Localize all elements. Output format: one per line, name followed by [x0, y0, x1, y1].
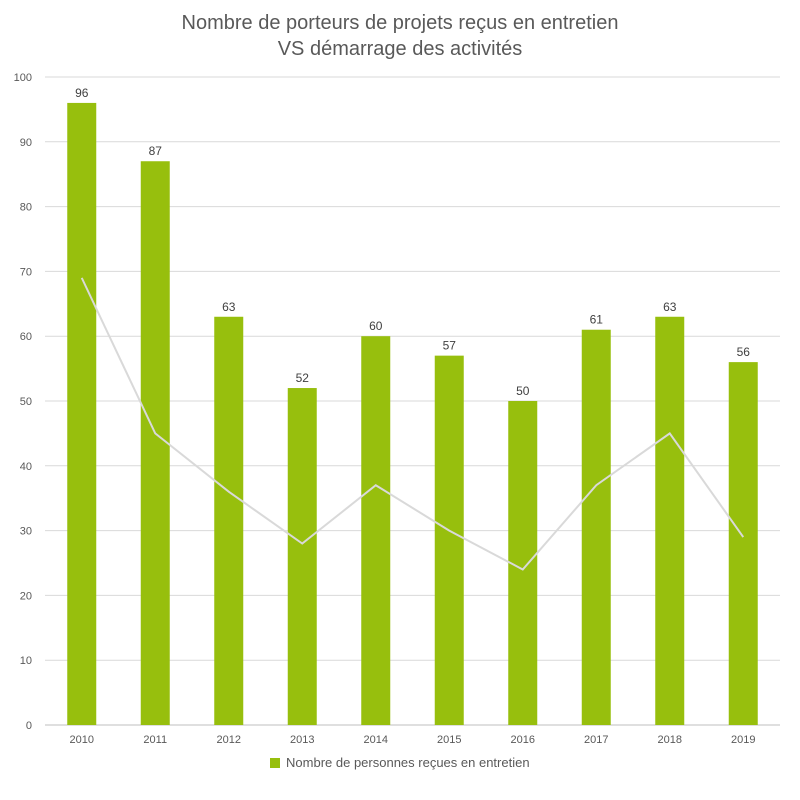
bar — [581, 329, 611, 725]
y-tick-label: 50 — [20, 396, 32, 408]
chart-title-line2: VS démarrage des activités — [277, 38, 523, 60]
y-tick-label: 80 — [20, 202, 32, 214]
legend-swatch-bar — [270, 757, 281, 768]
y-tick-label: 60 — [20, 331, 32, 343]
bar — [361, 336, 391, 725]
x-tick-label: 2014 — [364, 734, 388, 746]
x-tick-label: 2019 — [731, 734, 755, 746]
y-tick-label: 0 — [26, 720, 32, 732]
data-label: 56 — [737, 345, 751, 359]
data-label: 50 — [516, 384, 530, 398]
data-label: 60 — [369, 319, 383, 333]
bar — [140, 161, 170, 726]
data-label: 61 — [590, 313, 604, 327]
bar — [434, 355, 464, 725]
chart-title-line1: Nombre de porteurs de projets reçus en e… — [181, 12, 619, 34]
bar — [67, 102, 97, 726]
y-tick-label: 30 — [20, 526, 32, 538]
bar — [508, 401, 538, 725]
x-tick-label: 2011 — [143, 734, 167, 746]
x-tick-label: 2012 — [217, 734, 241, 746]
x-tick-label: 2018 — [658, 734, 682, 746]
legend: Nombre de personnes reçues en entretien — [0, 754, 800, 770]
bar — [655, 316, 685, 725]
y-tick-label: 90 — [20, 137, 32, 149]
x-tick-label: 2016 — [511, 734, 535, 746]
y-tick-label: 70 — [20, 266, 32, 278]
series-line — [80, 277, 745, 571]
data-label: 57 — [443, 339, 457, 353]
data-label: 52 — [296, 371, 310, 385]
x-tick-label: 2010 — [70, 734, 94, 746]
x-tick-label: 2013 — [290, 734, 314, 746]
bar — [728, 362, 758, 725]
legend-label-bar: Nombre de personnes reçues en entretien — [286, 755, 530, 771]
y-tick-label: 20 — [20, 590, 32, 602]
bar — [287, 388, 317, 725]
x-tick-label: 2015 — [437, 734, 461, 746]
chart-title: Nombre de porteurs de projets reçus en e… — [0, 10, 800, 62]
data-label: 87 — [149, 144, 163, 158]
y-tick-label: 10 — [20, 655, 32, 667]
bar — [214, 316, 244, 725]
y-tick-label: 100 — [14, 72, 32, 84]
y-tick-label: 40 — [20, 461, 32, 473]
data-label: 63 — [663, 300, 677, 314]
data-label: 63 — [222, 300, 236, 314]
x-tick-label: 2017 — [584, 734, 608, 746]
data-label: 96 — [75, 86, 89, 100]
